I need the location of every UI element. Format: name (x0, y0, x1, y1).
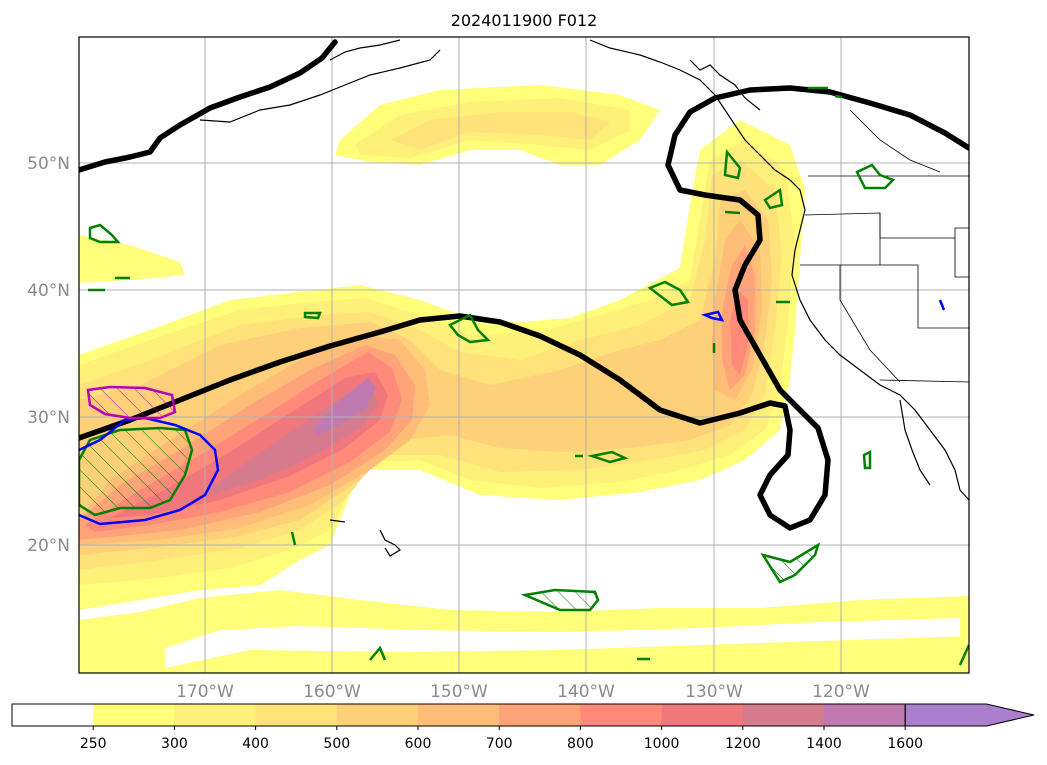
blue-contours (79, 299, 946, 526)
colorbar-segment (336, 704, 419, 726)
colorbar-segment (742, 704, 825, 726)
colorbar-tick-label: 600 (405, 736, 432, 752)
lon-label-150w: 150°W (430, 682, 488, 702)
colorbar-tick-label: 300 (161, 736, 188, 752)
colorbar-extend-arrow (904, 703, 1035, 727)
colorbar-tick-label: 1600 (887, 736, 923, 752)
map-frame (78, 36, 970, 674)
coastlines (199, 39, 969, 557)
lon-label-130w: 130°W (685, 682, 743, 702)
colorbar-tick-label: 1400 (806, 736, 842, 752)
colorbar-segment (661, 704, 744, 726)
colorbar-tick-label: 250 (80, 736, 107, 752)
green-contours (79, 86, 969, 666)
ivt-southern-band (165, 636, 969, 673)
colorbar-segment (499, 704, 581, 726)
map-content (79, 37, 969, 673)
ivt-level-1400 (312, 378, 376, 435)
colorbar-tick-label: 1200 (725, 736, 761, 752)
colorbar-tick-label: 800 (567, 736, 594, 752)
map-title: 2024011900 F012 (451, 11, 598, 30)
magenta-contour (86, 385, 177, 420)
colorbar-segment (580, 704, 663, 726)
lat-label-50n: 50°N (27, 154, 70, 174)
colorbar-tick-label: 400 (242, 736, 269, 752)
lat-label-20n: 20°N (27, 536, 70, 556)
colorbar-tick-label: 500 (323, 736, 350, 752)
colorbar-tick-label: 1000 (644, 736, 680, 752)
colorbar-segment (93, 704, 175, 726)
colorbar-segment (174, 704, 257, 726)
lon-label-170w: 170°W (176, 682, 234, 702)
lon-label-140w: 140°W (557, 682, 615, 702)
lat-label-30n: 30°N (27, 408, 70, 428)
lat-labels: 50°N 40°N 30°N 20°N (27, 154, 70, 556)
colorbar-tick-label: 700 (486, 736, 513, 752)
political-borders (800, 109, 969, 383)
lon-labels: 170°W 160°W 150°W 140°W 130°W 120°W (176, 682, 870, 702)
lon-label-160w: 160°W (303, 682, 361, 702)
colorbar-segment (12, 704, 94, 726)
lon-label-120w: 120°W (812, 682, 870, 702)
colorbar-segment (824, 704, 906, 726)
colorbar-outline (11, 703, 906, 727)
colorbar-segment (255, 704, 338, 726)
lat-label-40n: 40°N (27, 281, 70, 301)
colorbar-segment (418, 704, 500, 726)
colorbar: 250 300 400 500 600 700 800 1000 1200 1400 1600 (11, 703, 1035, 752)
graticule (79, 37, 969, 673)
